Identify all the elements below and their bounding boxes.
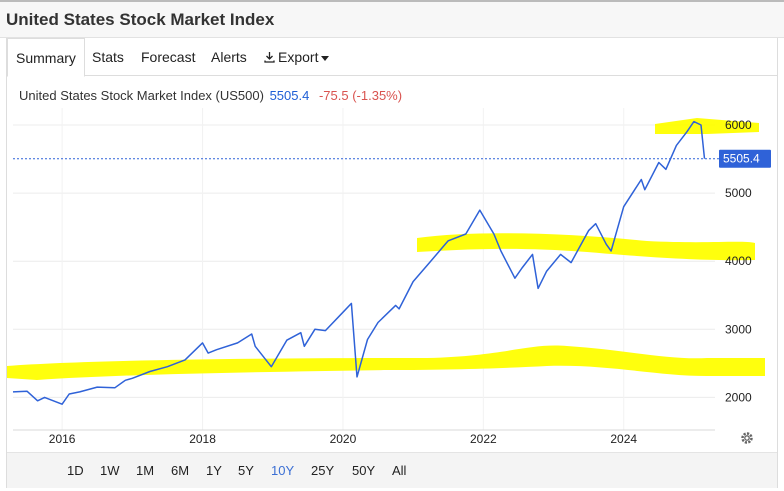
- price-tag-box: [719, 149, 771, 168]
- range-10y[interactable]: 10Y: [271, 463, 295, 478]
- chart-panel: Summary Stats Forecast Alerts Export Uni…: [6, 38, 778, 488]
- chart-grid: [13, 108, 715, 431]
- tab-forecast[interactable]: Forecast: [141, 49, 196, 65]
- x-tick-label: 2022: [470, 432, 497, 446]
- range-1w[interactable]: 1W: [100, 463, 120, 478]
- price-line: [12, 120, 706, 405]
- range-6m[interactable]: 6M: [171, 463, 190, 478]
- highlight-6000: [655, 118, 759, 134]
- tab-export[interactable]: Export: [256, 38, 337, 76]
- range-all[interactable]: All: [392, 463, 407, 478]
- x-tick-label: 2016: [49, 432, 76, 446]
- tab-alerts[interactable]: Alerts: [211, 49, 247, 65]
- tab-bar: Summary Stats Forecast Alerts Export: [7, 38, 777, 77]
- range-1m[interactable]: 1M: [136, 463, 155, 478]
- title-bar: United States Stock Market Index: [0, 0, 784, 38]
- highlight-4000: [417, 233, 755, 261]
- range-5y[interactable]: 5Y: [238, 463, 254, 478]
- x-axis-ticks: 2016 2018 2020 2022 2024: [49, 432, 638, 446]
- chevron-down-icon: [321, 55, 330, 61]
- range-selector: 1D 1W 1M 6M 1Y 5Y 10Y 25Y 50Y All: [7, 452, 777, 488]
- price-chart[interactable]: 5505.4 2000 3000 4000 5000 6000 2016 2018 2020…: [7, 38, 777, 452]
- page-title: United States Stock Market Index: [6, 10, 275, 29]
- x-tick-label: 2020: [330, 432, 357, 446]
- instrument-name: United States Stock Market Index (US500): [19, 88, 264, 103]
- y-tick-label: 5000: [725, 186, 752, 200]
- download-icon: [264, 39, 275, 77]
- range-1y[interactable]: 1Y: [206, 463, 222, 478]
- range-1d[interactable]: 1D: [67, 463, 84, 478]
- y-tick-label: 2000: [725, 390, 752, 404]
- current-price: 5505.4: [269, 88, 310, 103]
- gear-icon[interactable]: [741, 432, 753, 444]
- price-tag-label: 5505.4: [723, 152, 760, 166]
- price-change: -75.5 (-1.35%): [318, 88, 403, 103]
- export-label: Export: [278, 49, 319, 65]
- y-tick-label: 6000: [725, 118, 752, 132]
- tab-summary[interactable]: Summary: [7, 38, 85, 77]
- chart-highlights: [7, 118, 765, 380]
- x-tick-label: 2024: [610, 432, 637, 446]
- price-tag: 5505.4: [13, 149, 771, 168]
- range-50y[interactable]: 50Y: [352, 463, 376, 478]
- x-tick-label: 2018: [189, 432, 216, 446]
- y-axis-ticks: 2000 3000 4000 5000 6000: [725, 118, 752, 404]
- tab-stats[interactable]: Stats: [92, 49, 124, 65]
- highlight-2000: [7, 345, 765, 380]
- chart-header: United States Stock Market Index (US500)…: [19, 88, 402, 103]
- range-25y[interactable]: 25Y: [311, 463, 335, 478]
- y-tick-label: 4000: [725, 254, 752, 268]
- y-tick-label: 3000: [725, 322, 752, 336]
